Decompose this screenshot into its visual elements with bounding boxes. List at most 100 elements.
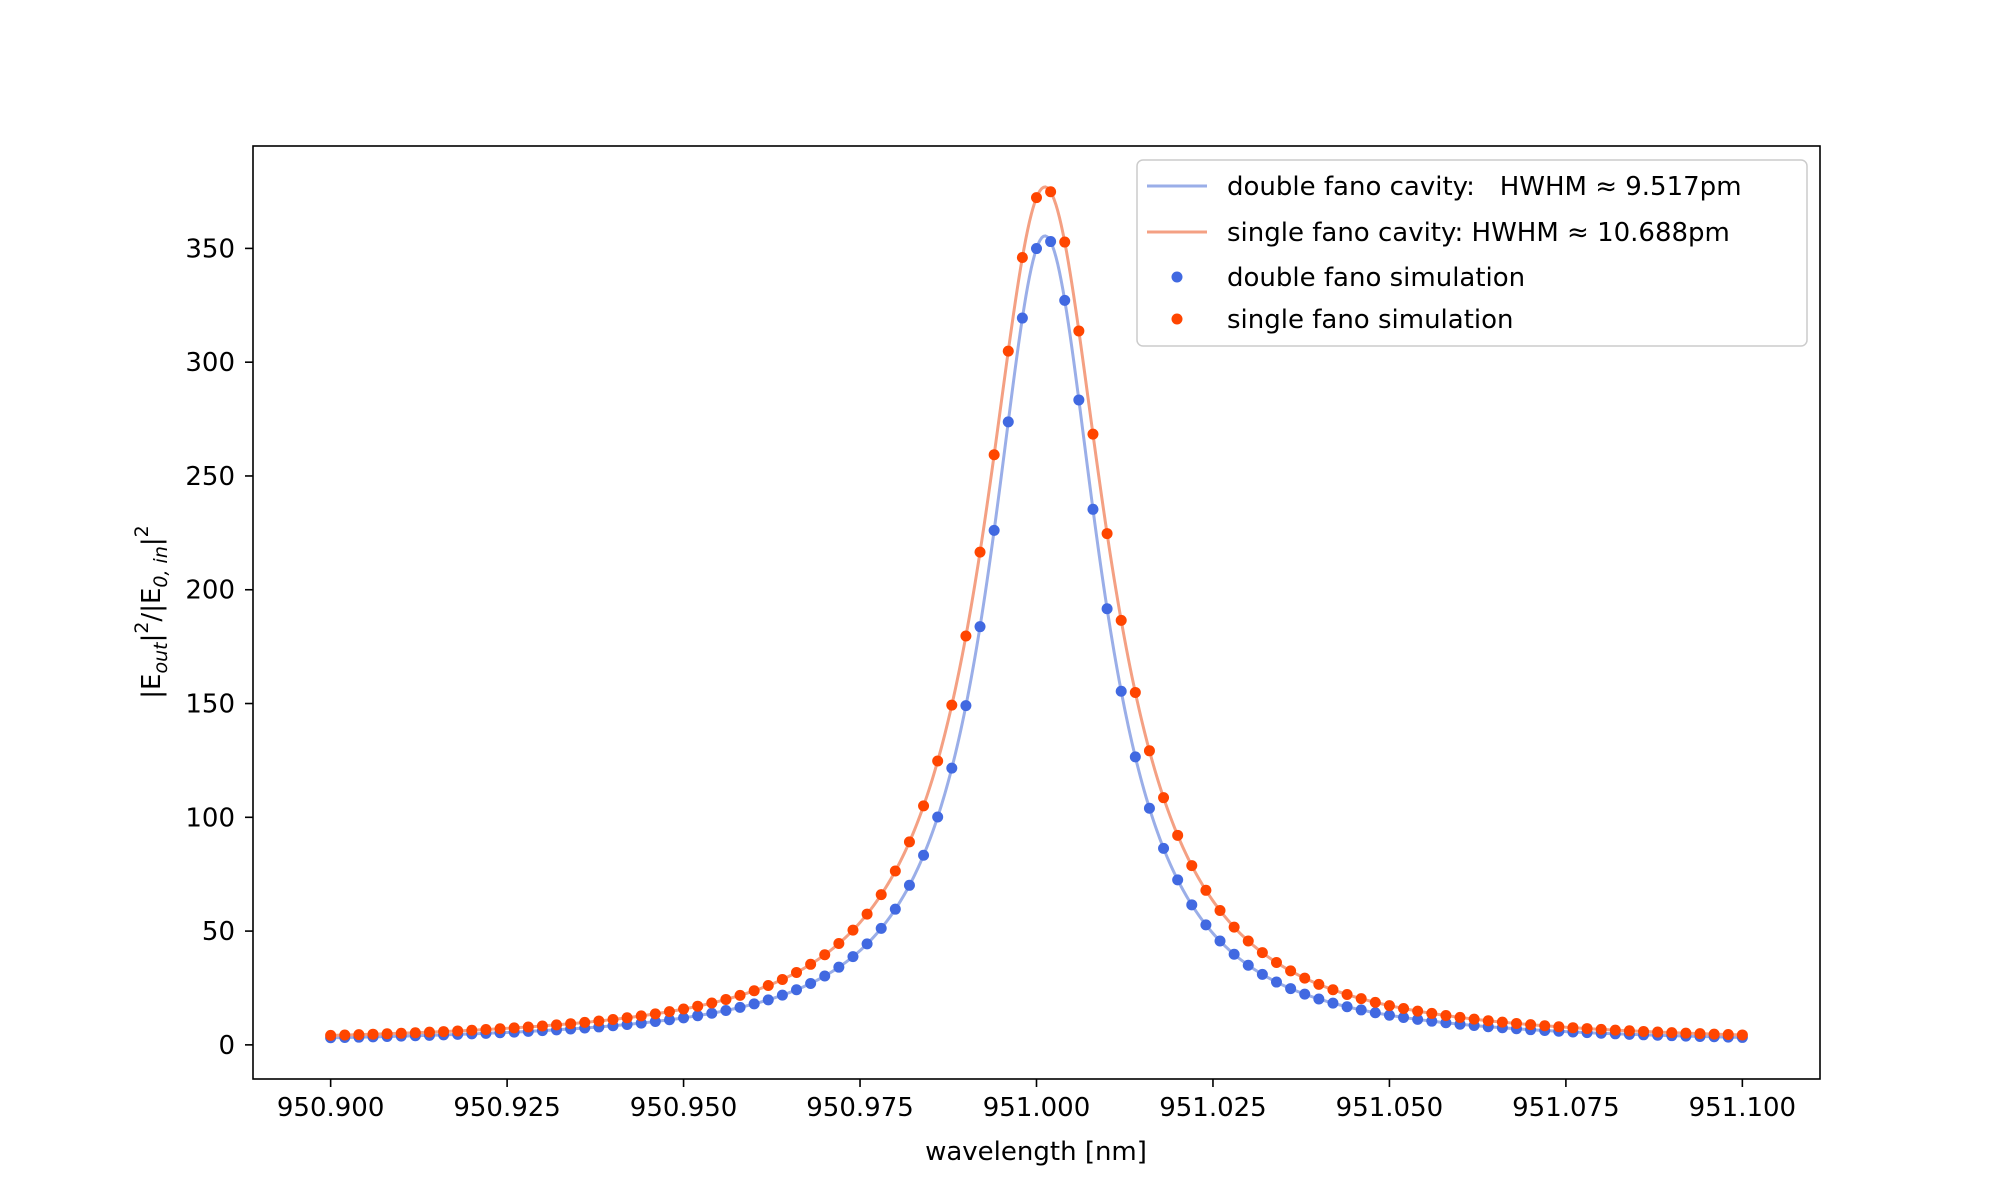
- y-axis: 0 50 100 150 200 250 300 350: [185, 234, 253, 1061]
- x-tick-label: 951.050: [1336, 1093, 1444, 1123]
- data-point: [833, 961, 845, 973]
- data-point: [678, 1003, 690, 1015]
- data-point: [1016, 312, 1028, 324]
- data-point: [1440, 1010, 1452, 1022]
- data-point: [988, 449, 1000, 461]
- x-tick-label: 950.950: [630, 1093, 738, 1123]
- data-point: [720, 993, 732, 1005]
- data-point: [678, 1012, 690, 1024]
- data-point: [1172, 874, 1184, 886]
- data-point: [875, 889, 887, 901]
- data-point: [536, 1020, 548, 1032]
- data-point: [861, 938, 873, 950]
- data-point: [593, 1015, 605, 1027]
- data-point: [1186, 860, 1198, 872]
- data-point: [649, 1016, 661, 1028]
- data-point: [805, 958, 817, 970]
- data-point: [1412, 1005, 1424, 1017]
- data-point: [494, 1023, 506, 1035]
- data-point: [762, 980, 774, 991]
- data-point: [1383, 1000, 1395, 1012]
- data-point: [1200, 884, 1212, 896]
- data-point: [960, 630, 972, 642]
- data-point: [1158, 842, 1170, 854]
- data-point: [791, 966, 803, 978]
- data-point: [847, 951, 859, 963]
- data-point: [579, 1016, 591, 1028]
- x-tick-label: 951.025: [1159, 1093, 1267, 1123]
- data-point: [1666, 1027, 1678, 1039]
- data-point: [875, 922, 887, 934]
- data-point: [381, 1028, 393, 1040]
- data-point: [1313, 978, 1325, 990]
- data-point: [1623, 1025, 1635, 1037]
- y-tick-label: 350: [185, 234, 235, 264]
- data-point: [734, 989, 746, 1001]
- x-tick-label: 950.975: [806, 1093, 914, 1123]
- data-point: [1143, 745, 1155, 757]
- legend-label-double-fano-cavity: double fano cavity: HWHM ≈ 9.517pm: [1227, 172, 1742, 202]
- data-point: [325, 1029, 337, 1041]
- data-point: [1369, 1007, 1381, 1019]
- data-point: [776, 989, 788, 1001]
- legend-box: [1136, 159, 1808, 347]
- data-point: [833, 938, 845, 950]
- data-point: [988, 524, 1000, 536]
- x-tick-label: 951.000: [983, 1093, 1091, 1123]
- legend-swatch-double-fano-simulation: [1171, 271, 1183, 283]
- data-point: [1398, 1011, 1410, 1023]
- data-point: [1383, 1009, 1395, 1021]
- data-point: [1228, 921, 1240, 933]
- data-point: [1256, 947, 1268, 959]
- data-point: [1059, 294, 1071, 306]
- data-point: [1412, 1013, 1424, 1025]
- data-point: [932, 755, 944, 767]
- data-point: [1525, 1019, 1537, 1031]
- data-point: [1638, 1025, 1650, 1037]
- x-tick-label: 950.900: [277, 1093, 385, 1123]
- data-point: [748, 985, 760, 997]
- data-point: [1369, 996, 1381, 1008]
- data-point: [649, 1008, 661, 1020]
- y-tick-label: 300: [185, 348, 235, 378]
- data-point: [1045, 236, 1057, 248]
- data-point: [438, 1026, 450, 1038]
- data-point: [1567, 1022, 1579, 1034]
- data-point: [1031, 192, 1042, 204]
- data-point: [1539, 1020, 1551, 1032]
- data-point: [1002, 416, 1014, 428]
- data-point: [692, 1010, 704, 1022]
- data-point: [805, 977, 817, 989]
- data-point: [918, 800, 930, 812]
- data-point: [734, 1001, 746, 1013]
- data-point: [1143, 802, 1155, 814]
- data-point: [1355, 993, 1367, 1005]
- data-point: [889, 865, 901, 877]
- data-point: [918, 849, 930, 861]
- data-point: [1242, 959, 1254, 971]
- data-point: [1722, 1029, 1734, 1041]
- data-point: [889, 903, 901, 915]
- data-point: [1299, 972, 1311, 984]
- data-point: [748, 998, 760, 1010]
- data-point: [1327, 984, 1339, 996]
- data-point: [1496, 1016, 1508, 1028]
- data-point: [621, 1012, 633, 1024]
- data-point: [480, 1024, 492, 1036]
- data-point: [607, 1013, 619, 1025]
- y-tick-label: 100: [185, 803, 235, 833]
- data-point: [1200, 919, 1212, 931]
- data-point: [1510, 1017, 1522, 1029]
- data-point: [946, 699, 958, 711]
- y-tick-label: 250: [185, 462, 235, 492]
- x-tick-label: 950.925: [453, 1093, 561, 1123]
- data-point: [1214, 935, 1226, 947]
- data-point: [1482, 1015, 1494, 1027]
- y-axis-label: |Eout|2/|E0, in|2: [131, 525, 172, 698]
- y-tick-label: 50: [202, 917, 235, 947]
- x-tick-label: 951.100: [1689, 1093, 1797, 1123]
- x-tick-label: 951.075: [1512, 1093, 1620, 1123]
- data-point: [551, 1019, 563, 1031]
- y-tick-label: 150: [185, 690, 235, 720]
- data-point: [1708, 1028, 1720, 1040]
